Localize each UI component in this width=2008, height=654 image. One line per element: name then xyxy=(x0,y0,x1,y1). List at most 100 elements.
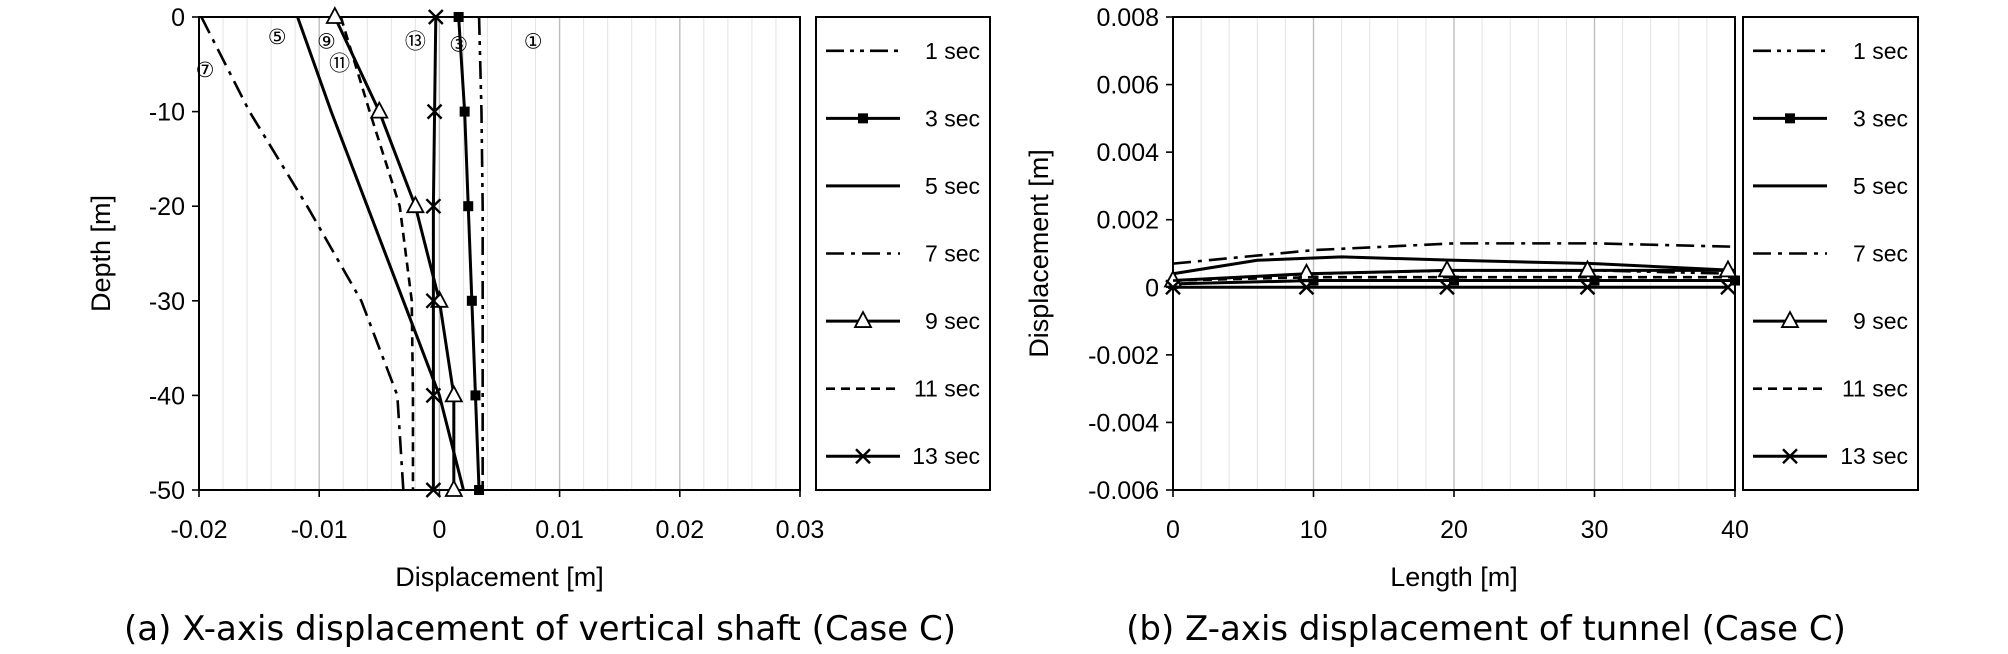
data-point xyxy=(1577,259,1597,278)
x-tick-label: 0.02 xyxy=(655,516,704,544)
series-13-sec xyxy=(425,9,444,498)
series-line xyxy=(431,16,438,490)
legend-label: 1 sec xyxy=(925,38,980,64)
legend-entry: 11 sec xyxy=(826,376,980,402)
series-5-sec xyxy=(296,16,465,491)
legend-label: 11 sec xyxy=(914,376,980,402)
series-annotation: ③ xyxy=(449,32,468,56)
y-tick-label: -10 xyxy=(149,99,185,127)
legend-label: 7 sec xyxy=(1853,241,1908,267)
legend xyxy=(815,16,991,491)
chart-b: 0 10 20 30 40 0.008 0.006 0.004 0.002 0 -0.002 -0.0… xyxy=(1024,4,1919,649)
data-point xyxy=(426,103,443,120)
series-line xyxy=(296,16,465,491)
legend-label: 3 sec xyxy=(925,105,980,131)
legend-entry: 9 sec xyxy=(1753,308,1908,334)
series-13-sec xyxy=(1165,279,1736,296)
y-tick-label: 0 xyxy=(171,4,185,32)
data-point xyxy=(474,485,485,495)
legend-marker xyxy=(1785,113,1795,124)
data-point xyxy=(425,482,442,498)
x-tick-label: 40 xyxy=(1721,516,1749,544)
gridlines xyxy=(1200,17,1708,490)
y-tick-label: -50 xyxy=(149,477,185,505)
series-annotation: ⑬ xyxy=(405,30,426,54)
y-tick-label: 0.004 xyxy=(1096,139,1159,167)
legend-label: 9 sec xyxy=(1853,308,1908,334)
series-line xyxy=(457,16,481,491)
legend-entry: 11 sec xyxy=(1753,376,1908,402)
series-annotation: ⑦ xyxy=(196,58,215,82)
data-point xyxy=(325,6,345,24)
legend xyxy=(1742,16,1919,491)
legend-label: 3 sec xyxy=(1853,105,1908,131)
data-point xyxy=(463,201,474,212)
legend-entry: 13 sec xyxy=(826,443,980,469)
figure-caption: (b) Z-axis displacement of tunnel (Case … xyxy=(1126,609,1846,649)
data-point xyxy=(1298,279,1315,296)
legend-marker xyxy=(1780,310,1800,328)
gridlines xyxy=(222,17,777,490)
series-1-sec xyxy=(477,16,484,490)
legend-label: 1 sec xyxy=(1853,38,1908,64)
series-9-sec xyxy=(325,6,464,497)
series-7-sec xyxy=(200,16,405,491)
y-tick-label: -0.006 xyxy=(1088,477,1159,505)
legend-entry: 7 sec xyxy=(826,241,980,267)
data-point xyxy=(405,195,425,214)
data-point xyxy=(427,9,444,25)
legend-marker xyxy=(858,113,868,124)
legend-label: 13 sec xyxy=(912,443,980,469)
x-tick-label: -0.01 xyxy=(291,516,348,544)
series-9-sec xyxy=(1163,259,1738,288)
data-point xyxy=(1720,279,1736,296)
y-tick-label: -30 xyxy=(149,288,185,316)
series-line xyxy=(333,16,456,490)
y-tick-label: 0.006 xyxy=(1096,72,1159,100)
series-line xyxy=(200,16,405,491)
y-axis-label: Depth [m] xyxy=(86,195,116,312)
series-annotation: ⑤ xyxy=(268,25,287,49)
data-point xyxy=(425,387,442,404)
data-point xyxy=(466,295,477,306)
y-tick-label: 0.008 xyxy=(1096,4,1159,32)
series-annotation: ⑪ xyxy=(329,51,350,75)
series-5-sec xyxy=(1172,255,1736,276)
y-tick-label: -0.002 xyxy=(1088,342,1159,370)
data-point xyxy=(444,479,464,497)
data-point xyxy=(1439,279,1455,296)
data-point xyxy=(425,198,442,215)
data-point xyxy=(1579,279,1596,296)
data-point xyxy=(425,292,442,309)
legend-marker xyxy=(1782,448,1798,465)
legend-label: 7 sec xyxy=(925,241,980,267)
series-line xyxy=(1172,275,1735,282)
y-axis-label: Displacement [m] xyxy=(1024,149,1054,358)
series-line xyxy=(477,16,484,490)
data-point xyxy=(459,106,470,117)
data-point xyxy=(1165,279,1181,296)
x-tick-label: 0.01 xyxy=(535,516,584,544)
series-line xyxy=(1172,242,1736,265)
y-tick-label: -20 xyxy=(149,193,185,221)
plot-area xyxy=(198,16,801,491)
series-7-sec xyxy=(1172,242,1736,265)
series-annotation: ⑨ xyxy=(317,30,336,54)
y-tick-label: 0 xyxy=(1145,274,1159,302)
y-tick-label: -40 xyxy=(149,382,185,410)
series-line xyxy=(339,16,415,490)
x-tick-label: 30 xyxy=(1581,516,1609,544)
y-tick-label: -0.004 xyxy=(1088,409,1159,437)
series-11-sec xyxy=(339,16,415,490)
x-tick-label: 0 xyxy=(1166,516,1180,544)
legend-entry: 3 sec xyxy=(826,105,980,131)
legend-entry: 3 sec xyxy=(1753,105,1908,131)
y-tick-label: 0.002 xyxy=(1096,207,1159,235)
legend-label: 13 sec xyxy=(1840,443,1908,469)
legend-label: 9 sec xyxy=(925,308,980,334)
legend-entry: 9 sec xyxy=(826,308,980,334)
figure-caption: (a) X-axis displacement of vertical shaf… xyxy=(124,609,956,649)
series-11-sec xyxy=(1172,275,1735,282)
legend-marker xyxy=(853,310,873,328)
